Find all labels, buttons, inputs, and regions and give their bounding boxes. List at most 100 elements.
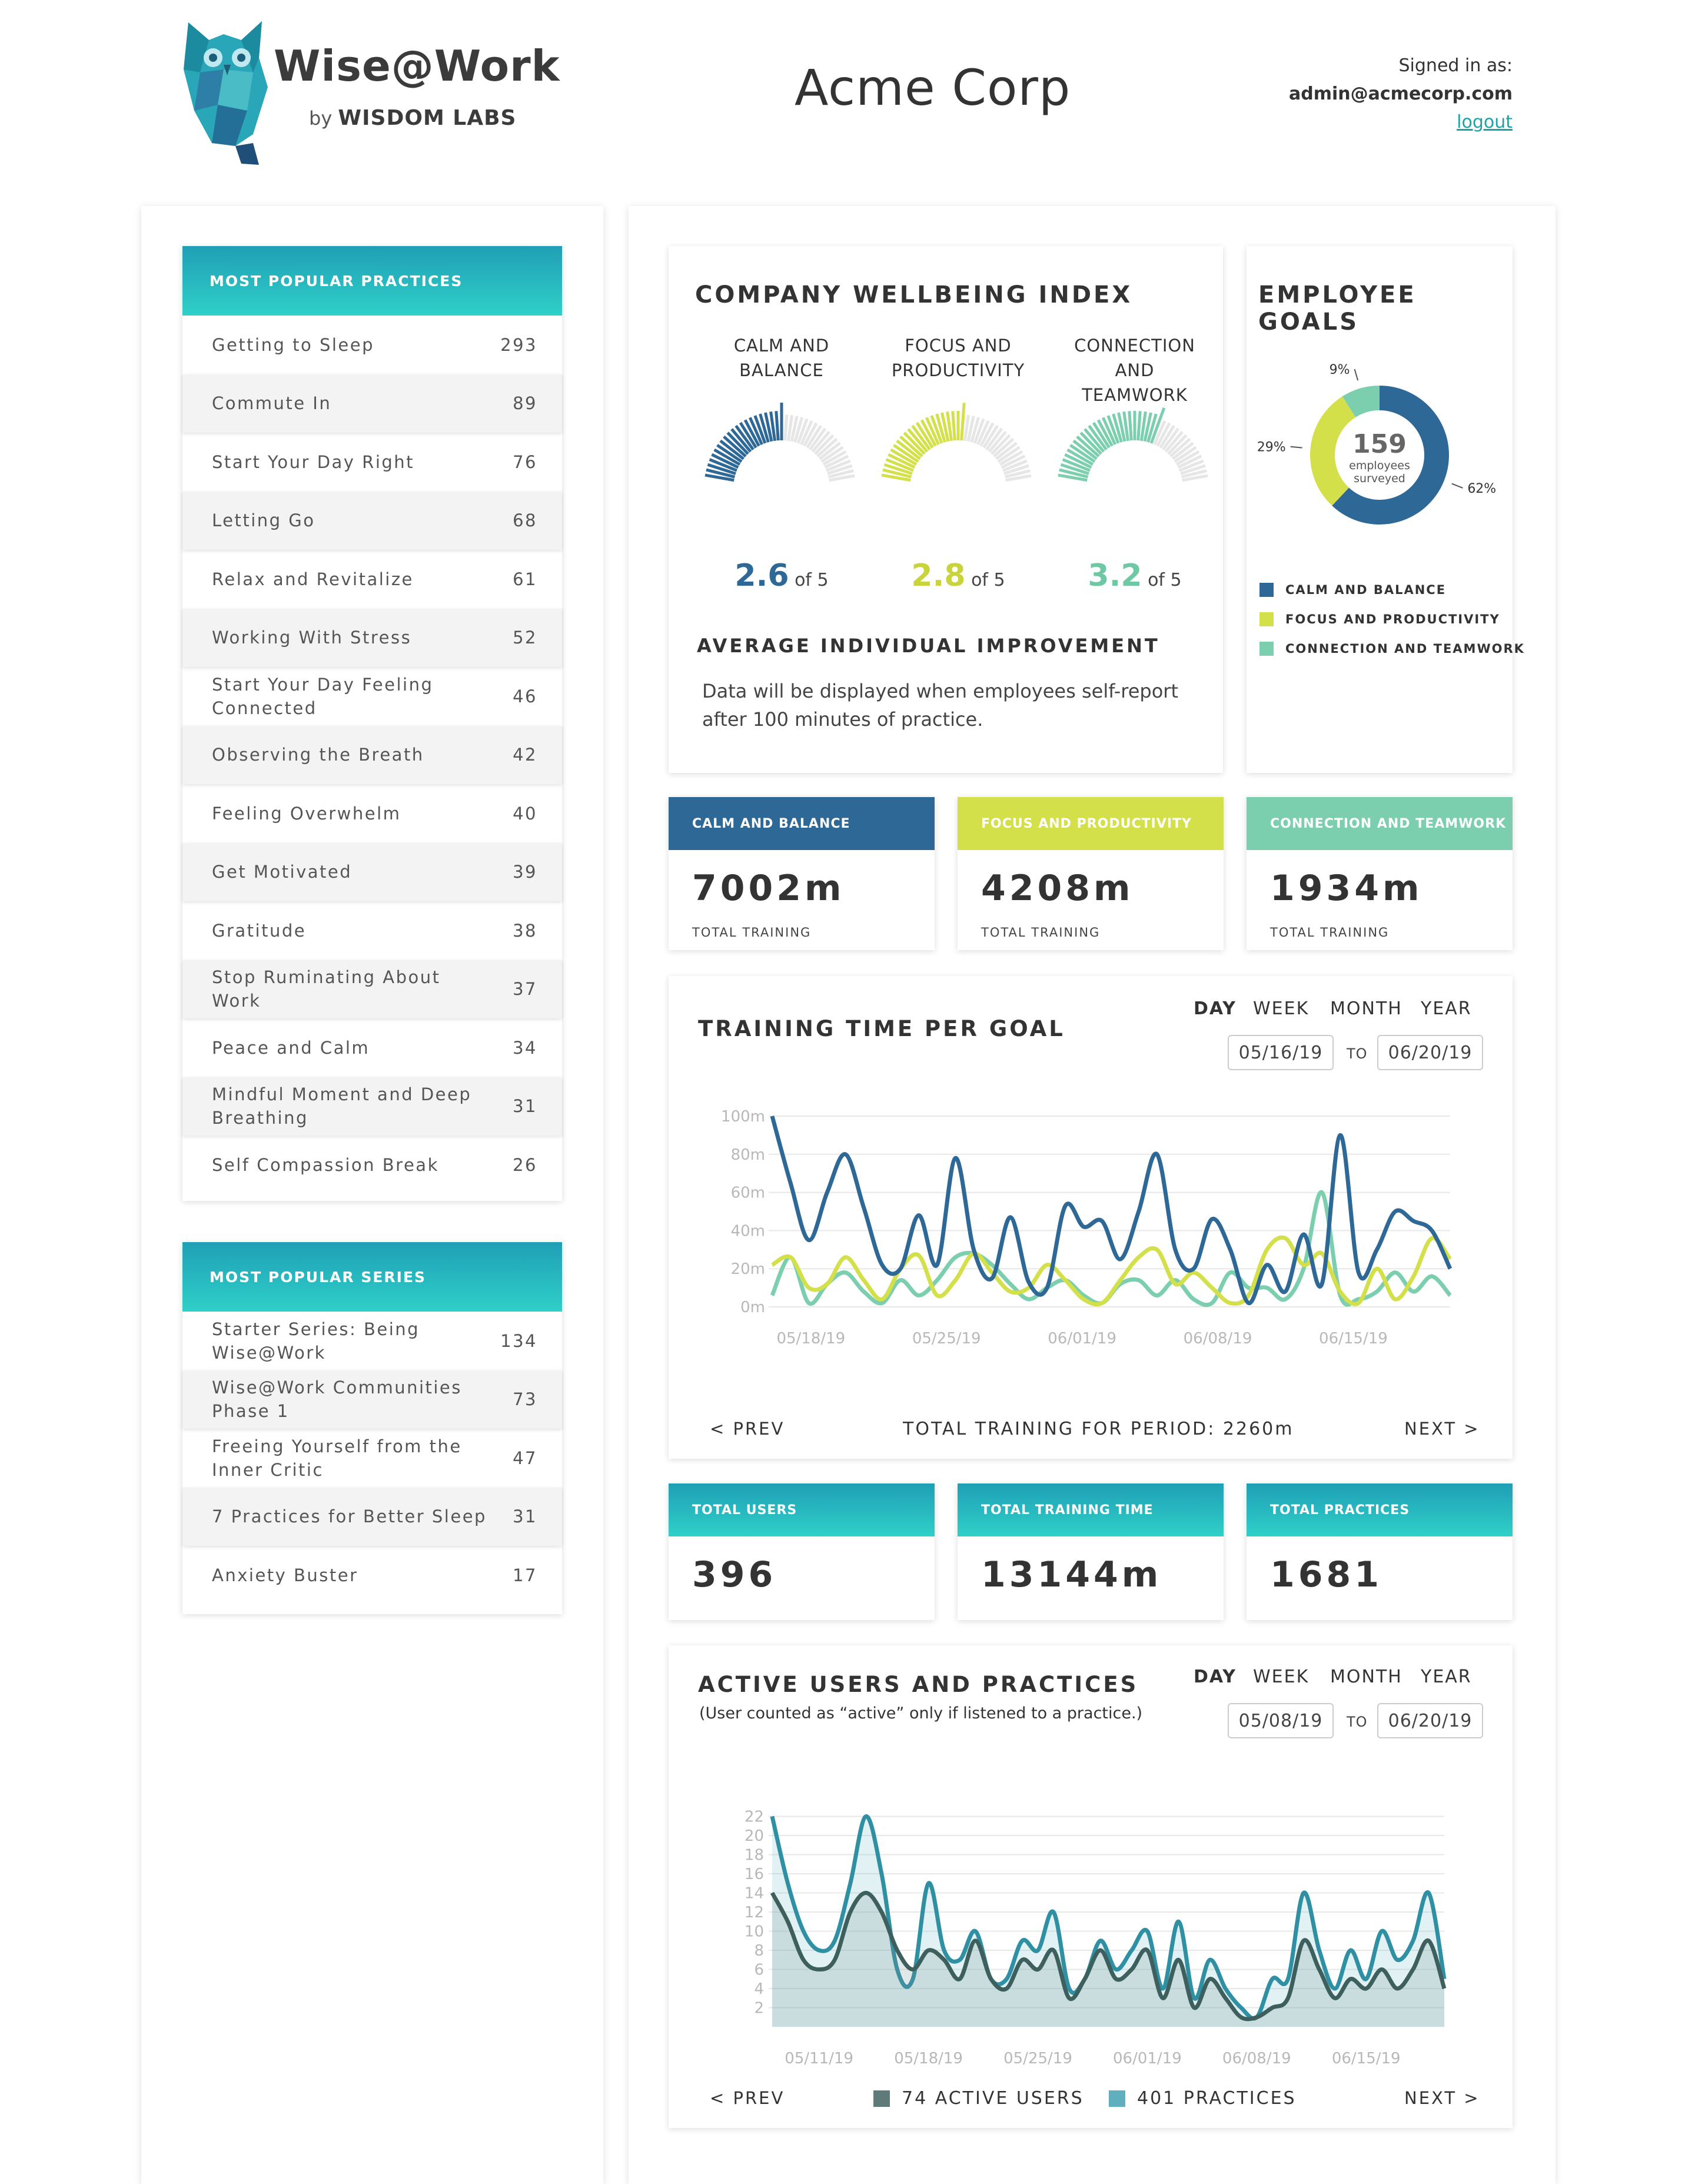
practice-row[interactable]: Letting Go 68 bbox=[182, 491, 562, 550]
logout-link[interactable]: logout bbox=[1457, 112, 1513, 132]
series-label: 7 Practices for Better Sleep bbox=[212, 1506, 487, 1527]
gauge-tick bbox=[982, 424, 999, 449]
donut-leader-0 bbox=[1451, 483, 1463, 489]
training-period-day[interactable]: DAY bbox=[1194, 998, 1237, 1019]
practice-row[interactable]: Mindful Moment and Deep Breathing 31 bbox=[182, 1077, 562, 1136]
active-period-year[interactable]: YEAR bbox=[1421, 1667, 1472, 1687]
practice-count: 46 bbox=[513, 686, 537, 706]
training-period-month[interactable]: MONTH bbox=[1330, 998, 1402, 1019]
gauge-tick bbox=[960, 403, 966, 441]
active-period-day[interactable]: DAY bbox=[1194, 1667, 1237, 1687]
gauge-tick bbox=[1162, 427, 1180, 451]
gauge-label-focus-1: FOCUS AND bbox=[905, 336, 1012, 356]
summary-card-training: TOTAL TRAINING TIME 13144m bbox=[958, 1483, 1224, 1620]
gauge-tick bbox=[753, 415, 767, 444]
series-count: 73 bbox=[513, 1389, 537, 1410]
training-next-button[interactable]: NEXT > bbox=[1404, 1419, 1480, 1439]
training-y-tick: 100m bbox=[721, 1108, 765, 1126]
active-to-date[interactable]: 06/20/19 bbox=[1377, 1703, 1483, 1738]
active-period-week[interactable]: WEEK bbox=[1253, 1667, 1310, 1687]
practice-row[interactable]: Getting to Sleep 293 bbox=[182, 316, 562, 374]
wellbeing-gauges bbox=[704, 403, 1208, 482]
practice-row[interactable]: Observing the Breath 42 bbox=[182, 725, 562, 784]
popular-practices-list: Getting to Sleep 293 Commute In 89 Start You… bbox=[182, 316, 562, 1194]
practice-count: 52 bbox=[513, 628, 537, 648]
training-period-week[interactable]: WEEK bbox=[1253, 998, 1310, 1019]
gauge-tick bbox=[1079, 432, 1102, 455]
training-series-0 bbox=[770, 1116, 1453, 1306]
practice-row[interactable]: Gratitude 38 bbox=[182, 901, 562, 960]
training-to-date[interactable]: 06/20/19 bbox=[1377, 1035, 1483, 1070]
gauge-tick bbox=[1004, 469, 1031, 479]
score-focus: 2.8 of 5 bbox=[876, 558, 1041, 593]
practice-label: Self Compassion Break bbox=[212, 1154, 439, 1175]
gauge-tick bbox=[723, 435, 747, 457]
active-next-button[interactable]: NEXT > bbox=[1404, 2088, 1480, 2108]
training-series-1 bbox=[771, 1235, 1452, 1307]
practice-row[interactable]: Relax and Revitalize 61 bbox=[182, 550, 562, 609]
gauge-tick bbox=[883, 463, 913, 476]
training-chart-title: TRAINING TIME PER GOAL bbox=[698, 1016, 1065, 1041]
active-x-tick: 06/08/19 bbox=[1222, 2050, 1291, 2067]
gauge-tick bbox=[1139, 411, 1147, 442]
practice-row[interactable]: Self Compassion Break 26 bbox=[182, 1136, 562, 1194]
series-row[interactable]: 7 Practices for Better Sleep 31 bbox=[182, 1487, 562, 1546]
summary-card-users-title: TOTAL USERS bbox=[669, 1483, 935, 1536]
gauge-tick bbox=[915, 421, 934, 449]
gauge-tick bbox=[711, 453, 739, 469]
series-row[interactable]: Freeing Yourself from the Inner Critic 47 bbox=[182, 1429, 562, 1488]
training-prev-button[interactable]: < PREV bbox=[710, 1419, 785, 1439]
gauge-tick bbox=[1177, 454, 1202, 469]
practice-row[interactable]: Start Your Day Feeling Connected 46 bbox=[182, 667, 562, 726]
practice-row[interactable]: Commute In 89 bbox=[182, 374, 562, 433]
active-from-date[interactable]: 05/08/19 bbox=[1228, 1703, 1334, 1738]
practice-label: Feeling Overwhelm bbox=[212, 803, 401, 824]
training-period-year[interactable]: YEAR bbox=[1421, 998, 1472, 1019]
active-period-month[interactable]: MONTH bbox=[1330, 1667, 1402, 1687]
gauge-tick bbox=[730, 428, 752, 453]
gauge-tick bbox=[925, 417, 940, 446]
employee-goals-card: EMPLOYEE GOALS 62% 29% 9% 159 employees surve… bbox=[1247, 246, 1513, 773]
brand-by: by bbox=[309, 107, 333, 130]
series-row[interactable]: Anxiety Buster 17 bbox=[182, 1546, 562, 1605]
summary-card-practices: TOTAL PRACTICES 1681 bbox=[1247, 1483, 1513, 1620]
gauge-tick bbox=[796, 418, 809, 444]
series-row[interactable]: Starter Series: Being Wise@Work 134 bbox=[182, 1312, 562, 1370]
practice-row[interactable]: Get Motivated 39 bbox=[182, 842, 562, 901]
gauge-label-connection: CONNECTION AND TEAMWORK bbox=[1052, 333, 1217, 407]
practice-row[interactable]: Stop Ruminating About Work 37 bbox=[182, 960, 562, 1018]
gauge-tick bbox=[966, 416, 975, 442]
training-from-date[interactable]: 05/16/19 bbox=[1228, 1035, 1334, 1070]
practice-row[interactable]: Working With Stress 52 bbox=[182, 608, 562, 667]
score-connection-of: of 5 bbox=[1148, 570, 1182, 590]
gauge-label-focus-2: PRODUCTIVITY bbox=[891, 360, 1025, 380]
gauge-tick bbox=[1182, 474, 1208, 482]
gauge-tick bbox=[946, 411, 953, 442]
gauge-tick bbox=[824, 454, 849, 469]
active-legend-users: 74 ACTIVE USERS bbox=[873, 2088, 1084, 2109]
donut-center-line2: surveyed bbox=[1354, 472, 1405, 485]
gauge-tick bbox=[1003, 464, 1029, 476]
company-name: Acme Corp bbox=[795, 59, 1071, 117]
practice-row[interactable]: Peace and Calm 34 bbox=[182, 1018, 562, 1077]
gauge-tick bbox=[1096, 419, 1114, 447]
donut-leader-1 bbox=[1290, 446, 1302, 449]
practice-row[interactable]: Feeling Overwhelm 40 bbox=[182, 784, 562, 843]
score-connection: 3.2 of 5 bbox=[1052, 558, 1217, 593]
active-chart-card: ACTIVE USERS AND PRACTICES (User counted… bbox=[669, 1645, 1513, 2128]
score-connection-value: 3.2 bbox=[1088, 558, 1142, 593]
training-x-tick: 06/01/19 bbox=[1048, 1330, 1116, 1347]
gauge-tick bbox=[1172, 442, 1194, 460]
wellbeing-title: COMPANY WELLBEING INDEX bbox=[695, 281, 1133, 308]
donut-center-line1: employees bbox=[1349, 459, 1410, 472]
gauge-tick bbox=[1092, 421, 1111, 449]
gauge-tick bbox=[888, 453, 916, 469]
series-row[interactable]: Wise@Work Communities Phase 1 73 bbox=[182, 1370, 562, 1429]
gauge-tick bbox=[829, 474, 855, 482]
gauge-tick bbox=[1159, 424, 1175, 449]
active-area-1 bbox=[772, 1893, 1444, 2027]
gauge-tick bbox=[827, 469, 854, 479]
active-prev-button[interactable]: < PREV bbox=[710, 2088, 785, 2108]
training-y-tick: 80m bbox=[731, 1146, 765, 1164]
practice-row[interactable]: Start Your Day Right 76 bbox=[182, 433, 562, 492]
